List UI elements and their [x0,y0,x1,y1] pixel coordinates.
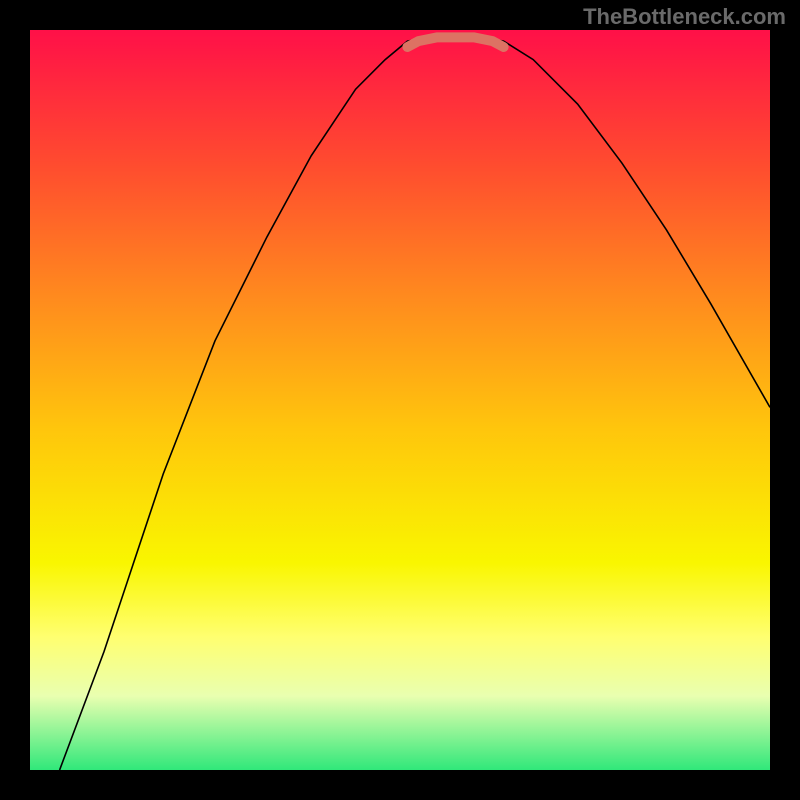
bottleneck-curve [60,36,770,770]
watermark-text: TheBottleneck.com [583,4,786,30]
plot-area [30,30,770,770]
chart-svg [30,30,770,770]
flat-zone-highlight [407,37,503,47]
